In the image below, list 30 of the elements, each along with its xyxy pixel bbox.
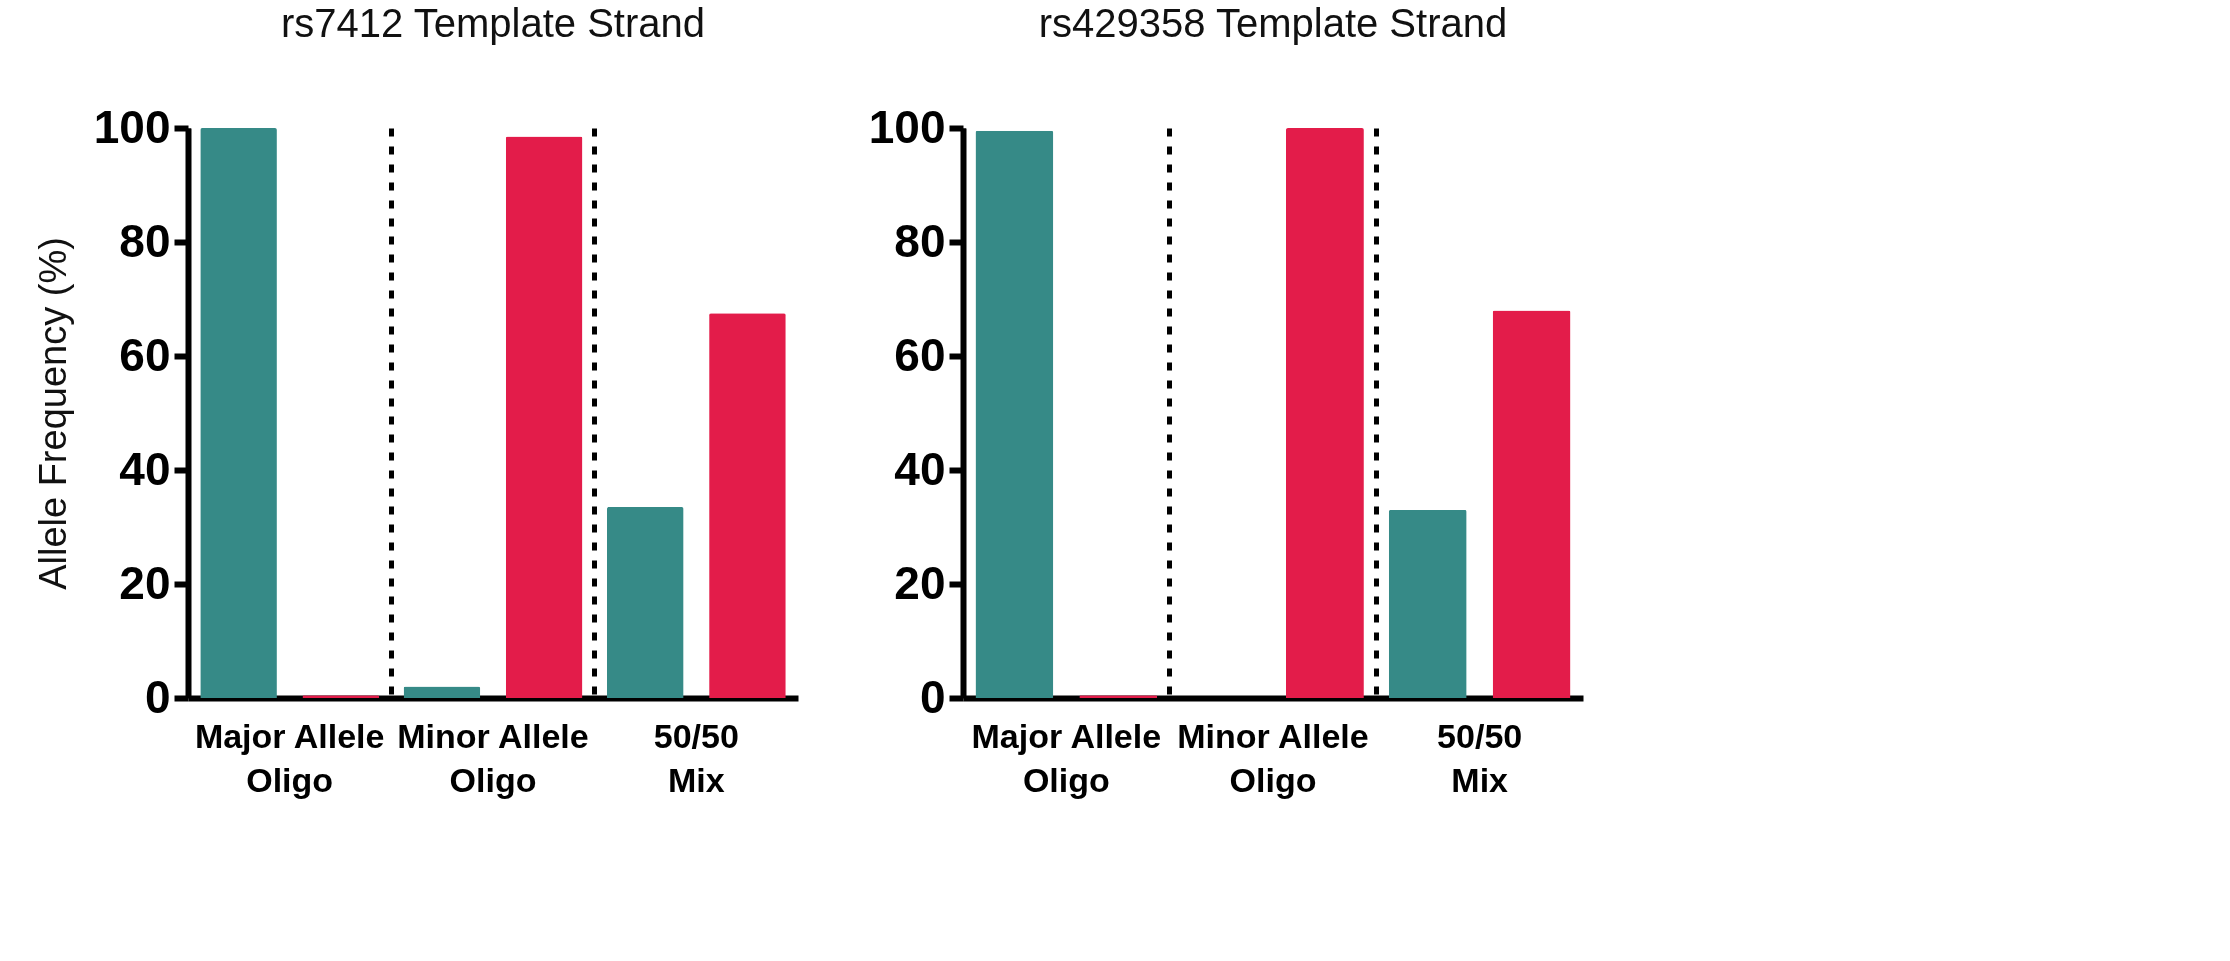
y-axis-title: Allele Frequency (%): [31, 237, 74, 590]
chart-title: rs7412 Template Strand: [281, 1, 705, 45]
bar: [1492, 310, 1571, 698]
y-tick-label: 20: [894, 556, 946, 609]
x-tick-label: Minor Allele Oligo: [397, 716, 589, 799]
y-tick-label: 100: [93, 100, 171, 153]
bar: [975, 130, 1054, 698]
x-tick-label: 50/50 Mix: [1437, 716, 1523, 799]
x-tick-label: Major Allele Oligo: [971, 716, 1162, 799]
bar: [1388, 509, 1467, 698]
bar: [1285, 128, 1364, 698]
y-tick-label: 0: [919, 670, 946, 723]
bar: [606, 507, 684, 698]
x-tick-label: Major Allele Oligo: [194, 716, 385, 799]
y-tick-label: 100: [868, 100, 946, 153]
y-tick-label: 40: [119, 442, 171, 495]
y-tick-label: 0: [144, 670, 171, 723]
y-tick-label: 60: [119, 328, 171, 381]
bar: [505, 136, 583, 698]
chart-title: rs429358 Template Strand: [1038, 1, 1508, 45]
x-tick-label: Minor Allele Oligo: [1177, 716, 1369, 799]
bar: [403, 686, 481, 698]
y-tick-label: 20: [119, 556, 171, 609]
bar: [200, 128, 277, 698]
y-tick-label: 40: [894, 442, 946, 495]
y-tick-label: 80: [119, 214, 171, 267]
x-tick-label: 50/50 Mix: [653, 716, 739, 799]
y-tick-label: 80: [894, 214, 946, 267]
y-tick-label: 60: [894, 328, 946, 381]
bar: [709, 313, 786, 698]
